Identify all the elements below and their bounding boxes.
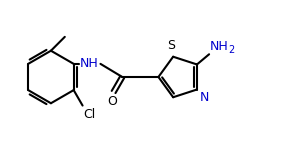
Text: NH: NH: [80, 57, 98, 70]
Text: O: O: [108, 95, 118, 108]
Text: Cl: Cl: [84, 108, 96, 121]
Text: 2: 2: [228, 45, 234, 55]
Text: NH: NH: [210, 40, 229, 53]
Text: S: S: [167, 39, 175, 52]
Text: N: N: [200, 92, 209, 105]
